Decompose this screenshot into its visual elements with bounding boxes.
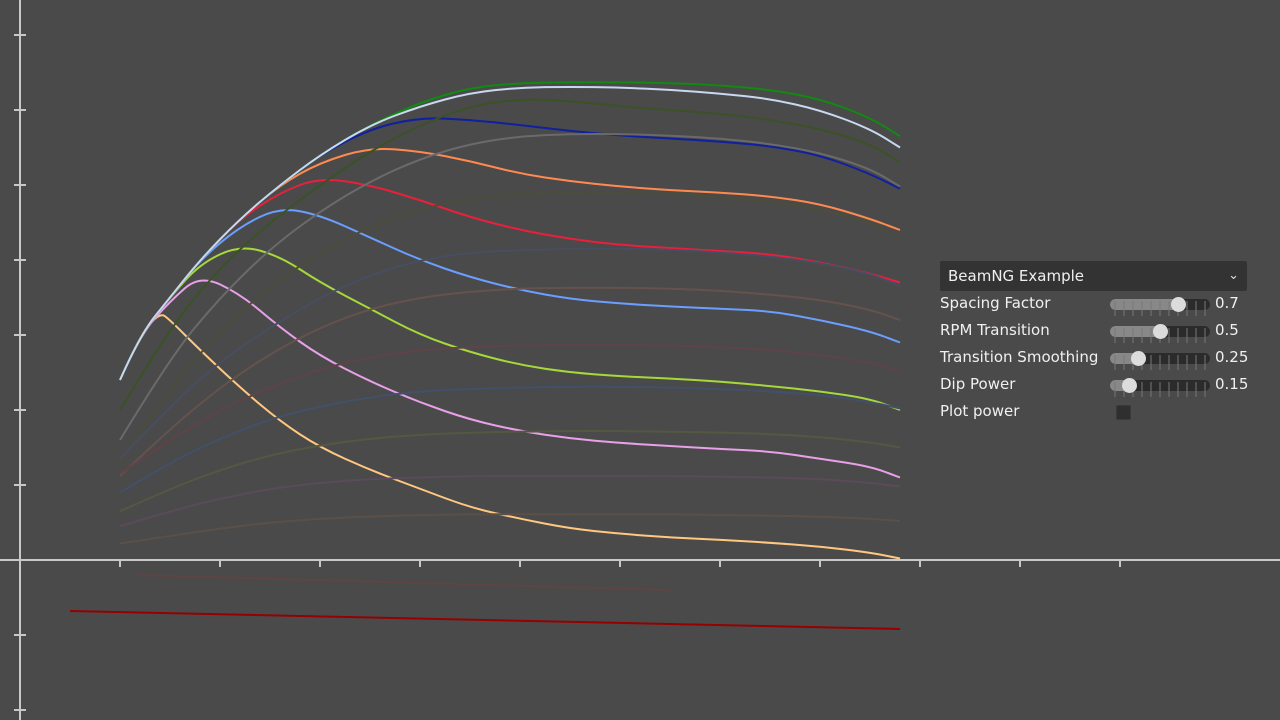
series-line-10 bbox=[119, 133, 901, 441]
checkbox-label: Plot power bbox=[940, 402, 1020, 420]
slider-row-dip-power: Dip Power 0.15 bbox=[940, 372, 1249, 399]
slider-row-rpm-transition: RPM Transition 0.5 bbox=[940, 318, 1247, 345]
spacing-factor-slider[interactable] bbox=[1110, 297, 1210, 316]
slider-ticks bbox=[1114, 301, 1206, 316]
series-line-15 bbox=[119, 385, 901, 494]
series-line-14 bbox=[119, 343, 901, 475]
slider-label: RPM Transition bbox=[940, 321, 1050, 339]
preset-selected-label: BeamNG Example bbox=[948, 267, 1085, 285]
slider-value: 0.5 bbox=[1215, 321, 1239, 339]
checkbox-row-plot-power: Plot power bbox=[940, 399, 1247, 426]
series-line-18 bbox=[119, 513, 901, 545]
slider-value: 0.25 bbox=[1215, 348, 1249, 366]
settings-panel: BeamNG Example ⌄ Spacing Factor 0.7 RPM … bbox=[940, 261, 1249, 426]
slider-knob[interactable] bbox=[1130, 351, 1146, 366]
series-line-12 bbox=[119, 247, 901, 460]
slider-fill bbox=[1110, 299, 1183, 310]
plot-power-checkbox[interactable] bbox=[1116, 405, 1131, 420]
rpm-transition-slider[interactable] bbox=[1110, 324, 1210, 343]
slider-row-transition-smoothing: Transition Smoothing 0.25 bbox=[940, 345, 1249, 372]
slider-value: 0.15 bbox=[1215, 375, 1249, 393]
series-line-17 bbox=[119, 475, 901, 528]
slider-label: Transition Smoothing bbox=[940, 348, 1099, 366]
series-line-16 bbox=[119, 430, 901, 513]
transition-smoothing-slider[interactable] bbox=[1110, 351, 1210, 370]
series-line-8 bbox=[119, 85, 901, 381]
slider-label: Spacing Factor bbox=[940, 294, 1051, 312]
slider-fill bbox=[1110, 353, 1143, 364]
slider-ticks bbox=[1114, 382, 1206, 397]
slider-knob[interactable] bbox=[1153, 324, 1168, 339]
series-line-20 bbox=[69, 610, 901, 630]
slider-row-spacing-factor: Spacing Factor 0.7 bbox=[940, 291, 1247, 318]
series-line-0 bbox=[119, 314, 901, 560]
slider-ticks bbox=[1114, 355, 1206, 370]
series-line-13 bbox=[119, 286, 901, 477]
series-line-2 bbox=[119, 247, 901, 411]
slider-label: Dip Power bbox=[940, 375, 1016, 393]
series-line-11 bbox=[119, 191, 901, 464]
preset-dropdown[interactable]: BeamNG Example ⌄ bbox=[940, 261, 1247, 291]
series-line-19 bbox=[139, 574, 671, 591]
slider-fill bbox=[1110, 326, 1165, 337]
series-line-9 bbox=[119, 98, 901, 411]
slider-value: 0.7 bbox=[1215, 294, 1239, 312]
slider-knob[interactable] bbox=[1171, 297, 1186, 312]
slider-knob[interactable] bbox=[1121, 378, 1137, 393]
chevron-down-icon[interactable]: ⌄ bbox=[1228, 268, 1239, 283]
dip-power-slider[interactable] bbox=[1110, 378, 1210, 397]
series-line-1 bbox=[119, 279, 901, 479]
series-line-3 bbox=[119, 209, 901, 381]
